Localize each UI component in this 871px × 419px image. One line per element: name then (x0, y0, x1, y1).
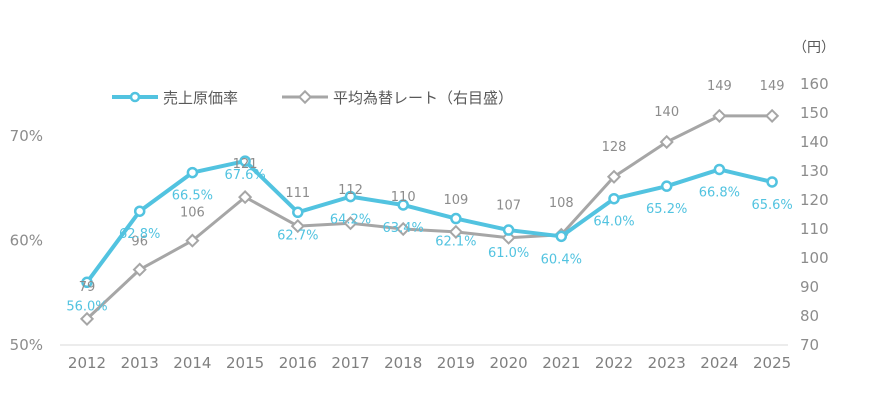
x-tick-label: 2015 (226, 354, 264, 372)
fx-rate-data-label: 111 (285, 186, 310, 201)
y-right-tick-label: 160 (800, 75, 829, 93)
right-axis-unit: （円） (793, 40, 835, 56)
cost-ratio-data-label: 64.0% (593, 215, 634, 230)
legend-label-fx-rate: 平均為替レート（右目盛） (333, 89, 513, 107)
fx-rate-point (765, 108, 780, 123)
fx-rate-data-label: 140 (654, 105, 679, 120)
x-tick-label: 2024 (700, 354, 738, 372)
cost-ratio-data-label: 63.4% (383, 221, 424, 236)
fx-rate-data-label: 149 (707, 79, 732, 94)
y-right-tick-label: 120 (800, 191, 829, 209)
cost-ratio-point (186, 166, 199, 179)
cost-ratio-point (397, 199, 409, 211)
x-tick-label: 2013 (121, 354, 159, 372)
y-right-tick-label: 90 (800, 278, 819, 296)
cost-ratio-point (766, 176, 778, 188)
x-tick-label: 2023 (648, 354, 686, 372)
cost-ratio-data-label: 61.0% (488, 246, 529, 261)
fx-rate-data-label: 107 (496, 199, 521, 214)
legend-marker-cost-ratio (129, 91, 141, 103)
cost-ratio-point (502, 224, 515, 236)
x-tick-label: 2020 (490, 354, 528, 372)
x-tick-label: 2018 (384, 354, 422, 372)
cost-ratio-point (292, 206, 304, 219)
fx-rate-data-label: 110 (391, 190, 416, 205)
y-right-tick-label: 100 (800, 249, 829, 267)
data-labels-fx-rate: 79 96 106 121 111 112 110 109 107 108 128 140 149 149 (79, 79, 785, 295)
fx-rate-data-label: 149 (760, 79, 785, 94)
cost-ratio-point (555, 230, 568, 243)
fx-rate-data-label: 96 (131, 235, 148, 250)
cost-ratio-point (660, 180, 673, 192)
cost-ratio-point (344, 190, 357, 203)
cost-ratio-point (133, 205, 146, 217)
cost-ratio-data-label: 56.0% (66, 299, 107, 314)
fx-rate-data-label: 109 (443, 193, 468, 208)
series-fx-rate (79, 108, 780, 326)
fx-rate-point (238, 190, 253, 205)
y-axis-left: 50% 60% 70% (10, 127, 43, 354)
fx-rate-point (396, 221, 411, 237)
fx-rate-point (79, 311, 95, 326)
cost-ratio-point (450, 212, 462, 225)
fx-rate-point (290, 219, 305, 234)
fx-rate-data-label: 121 (233, 157, 258, 172)
y-axis-right: 70 80 90 100 110 120 130 140 150 160 (800, 75, 829, 354)
y-right-tick-label: 110 (800, 220, 829, 238)
x-axis: 2012 2013 2014 2015 2016 2017 2018 2019 2020 2021… (60, 344, 791, 372)
series-cost-ratio (81, 155, 778, 289)
cost-ratio-data-label: 67.6% (224, 168, 265, 183)
fx-rate-data-label: 112 (338, 183, 363, 198)
x-tick-label: 2025 (753, 354, 791, 372)
x-tick-label: 2016 (279, 354, 317, 372)
x-tick-label: 2014 (173, 354, 211, 372)
fx-rate-point (185, 233, 200, 248)
y-left-tick-label: 50% (10, 336, 43, 354)
cost-ratio-data-label: 60.4% (541, 252, 582, 267)
y-right-tick-label: 150 (800, 104, 829, 122)
fx-rate-data-label: 128 (602, 140, 627, 155)
y-right-tick-label: 80 (800, 307, 819, 325)
x-tick-label: 2022 (595, 354, 633, 372)
cost-ratio-data-label: 65.6% (751, 198, 792, 213)
x-tick-label: 2021 (542, 354, 580, 372)
x-tick-label: 2012 (68, 354, 106, 372)
y-left-tick-label: 70% (10, 127, 43, 145)
x-tick-label: 2019 (437, 354, 475, 372)
cost-ratio-line (85, 159, 773, 284)
cost-ratio-data-label: 62.1% (435, 235, 476, 250)
cost-ratio-data-label: 66.5% (172, 189, 213, 204)
fx-rate-point (132, 262, 147, 277)
fx-rate-point (343, 216, 358, 231)
fx-rate-point (448, 224, 463, 239)
cost-ratio-data-label: 66.8% (699, 185, 740, 200)
fx-rate-data-label: 108 (549, 196, 574, 211)
cost-ratio-data-label: 62.7% (277, 228, 318, 243)
fx-rate-point (712, 108, 727, 123)
fx-rate-point (659, 134, 674, 150)
y-right-tick-label: 70 (800, 336, 819, 354)
y-right-tick-label: 140 (800, 133, 829, 151)
cost-ratio-data-label: 65.2% (646, 202, 687, 217)
cost-ratio-point (239, 155, 251, 167)
fx-rate-line (85, 114, 773, 320)
legend-marker-fx-rate (297, 89, 313, 105)
cost-ratio-point (608, 192, 620, 205)
cost-ratio-point (81, 276, 93, 289)
data-labels-cost-ratio: 56.0% 62.8% 66.5% 67.6% 62.7% 64.2% 63.4% 62.1%… (66, 168, 792, 314)
legend-label-cost-ratio: 売上原価率 (163, 89, 238, 107)
y-right-tick-label: 130 (800, 162, 829, 180)
legend: 売上原価率 平均為替レート（右目盛） (112, 89, 513, 107)
fx-rate-data-label: 106 (180, 206, 205, 221)
cost-ratio-point (713, 163, 726, 176)
cost-ratio-data-label: 64.2% (330, 213, 371, 228)
fx-rate-point (606, 169, 622, 184)
fx-rate-data-label: 79 (79, 280, 96, 295)
y-left-tick-label: 60% (10, 232, 43, 250)
x-tick-label: 2017 (331, 354, 369, 372)
cost-ratio-data-label: 62.8% (119, 227, 160, 242)
